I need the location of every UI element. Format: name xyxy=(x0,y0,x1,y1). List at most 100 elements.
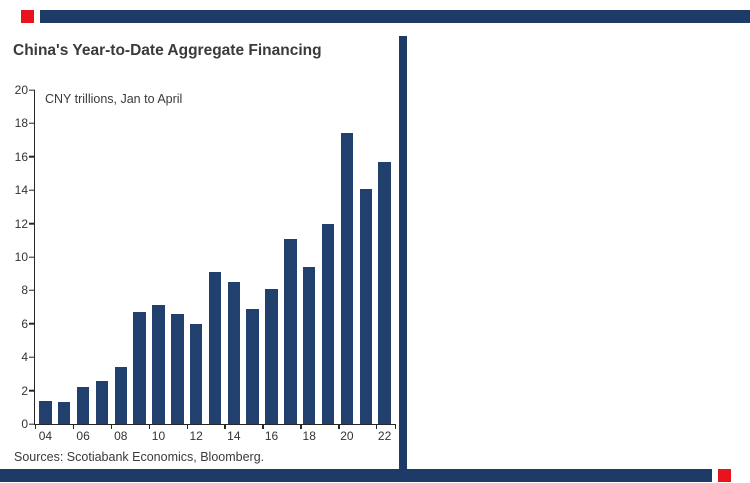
y-tick-mark xyxy=(29,356,35,358)
x-tick-mark xyxy=(72,424,75,429)
bar-21 xyxy=(359,188,372,424)
bar-15 xyxy=(246,308,259,424)
y-tick-label: 10 xyxy=(14,250,28,264)
y-tick-label: 14 xyxy=(14,183,28,198)
bar-slot xyxy=(111,90,130,424)
aggregate-financing-chart: China's Year-to-Date Aggregate Financing… xyxy=(8,34,397,466)
bar-slot xyxy=(224,90,243,424)
y-tick-mark xyxy=(29,423,35,425)
y-tick-mark xyxy=(29,256,35,258)
bar-08 xyxy=(114,367,127,424)
x-tick-mark xyxy=(262,424,264,429)
x-tick-label xyxy=(206,430,225,442)
bar-slot xyxy=(356,90,375,424)
bar-slot xyxy=(300,90,319,424)
y-tick-label: 4 xyxy=(21,350,28,365)
y-tick-label: 16 xyxy=(14,149,28,164)
x-tick-label xyxy=(319,430,338,442)
right-navy-divider-strip xyxy=(399,36,407,469)
y-tick-label: 20 xyxy=(14,83,28,97)
y-tick-mark xyxy=(29,189,35,191)
bar-10 xyxy=(152,305,165,424)
bar-slot xyxy=(149,90,168,424)
bar-slot xyxy=(319,90,338,424)
y-tick-mark xyxy=(29,222,35,225)
bar-slot xyxy=(262,90,281,424)
x-tick-mark xyxy=(224,424,226,429)
x-axis-labels: 04 06 08 10 12 14 16 18 20 22 xyxy=(36,430,394,442)
bar-22 xyxy=(378,161,391,424)
bar-slot xyxy=(74,90,93,424)
bar-09 xyxy=(133,312,146,424)
x-tick-label xyxy=(93,430,112,442)
x-tick-label: 10 xyxy=(151,429,166,443)
bar-04 xyxy=(39,400,52,424)
x-tick-label: 12 xyxy=(189,429,203,443)
bar-slot xyxy=(375,90,394,424)
bar-slot xyxy=(206,90,225,424)
bottom-navy-band xyxy=(0,469,712,482)
x-tick-mark xyxy=(110,424,113,429)
x-tick-label: 16 xyxy=(264,429,279,443)
x-tick-label: 22 xyxy=(377,429,392,443)
bar-18 xyxy=(303,267,316,424)
bar-slot xyxy=(168,90,187,424)
y-tick-label: 8 xyxy=(21,283,28,298)
y-tick-label: 18 xyxy=(14,116,28,131)
x-tick-label xyxy=(130,430,149,442)
bar-06 xyxy=(76,387,90,424)
x-tick-label xyxy=(356,430,375,442)
x-tick-label: 18 xyxy=(302,429,316,443)
x-tick-mark xyxy=(338,424,340,429)
y-axis-labels: 0 2 4 6 8 10 12 14 16 18 20 xyxy=(4,84,28,430)
bottom-right-red-accent-square xyxy=(718,469,731,482)
top-left-red-accent-square xyxy=(21,10,34,23)
bar-12 xyxy=(189,323,203,424)
bar-20 xyxy=(340,133,354,424)
bar-17 xyxy=(284,238,297,424)
x-tick-label xyxy=(243,430,262,442)
bar-slot xyxy=(281,90,300,424)
x-tick-label xyxy=(168,430,187,442)
y-tick-mark xyxy=(29,122,35,125)
bar-07 xyxy=(95,380,109,424)
y-tick-label: 0 xyxy=(21,417,28,431)
bar-14 xyxy=(227,282,241,424)
y-tick-label: 6 xyxy=(21,316,28,331)
top-navy-band xyxy=(40,10,750,23)
bar-slot xyxy=(130,90,149,424)
x-tick-label: 04 xyxy=(38,429,53,443)
bar-19 xyxy=(321,223,335,424)
x-tick-label: 06 xyxy=(76,429,90,443)
bar-slot xyxy=(338,90,357,424)
y-tick-label: 12 xyxy=(14,216,28,231)
bar-slot xyxy=(243,90,262,424)
x-tick-mark xyxy=(376,424,378,429)
x-tick-label: 14 xyxy=(227,429,241,443)
bar-11 xyxy=(171,313,184,424)
y-tick-mark xyxy=(29,89,35,91)
plot-area: CNY trillions, Jan to April 0 2 4 6 8 10 12 14 1… xyxy=(15,84,397,442)
units-annotation: CNY trillions, Jan to April xyxy=(45,92,183,106)
y-tick-label: 2 xyxy=(21,383,28,398)
x-tick-mark xyxy=(35,424,37,429)
chart-title: China's Year-to-Date Aggregate Financing xyxy=(13,42,322,59)
x-tick-label xyxy=(55,430,74,442)
x-tick-label: 08 xyxy=(114,429,128,443)
y-tick-mark xyxy=(29,389,35,392)
bar-05 xyxy=(58,402,71,424)
sources-note: Sources: Scotiabank Economics, Bloomberg… xyxy=(14,450,265,464)
bar-slot xyxy=(36,90,55,424)
x-tick-label: 20 xyxy=(340,429,354,443)
x-tick-label xyxy=(281,430,300,442)
bars-row xyxy=(36,90,394,424)
y-tick-mark xyxy=(29,323,35,325)
bar-slot xyxy=(93,90,112,424)
bar-16 xyxy=(265,288,278,424)
x-tick-mark xyxy=(300,424,302,429)
y-tick-mark xyxy=(29,289,35,292)
bar-slot xyxy=(55,90,74,424)
bar-13 xyxy=(208,272,222,424)
x-tick-mark xyxy=(186,424,188,429)
